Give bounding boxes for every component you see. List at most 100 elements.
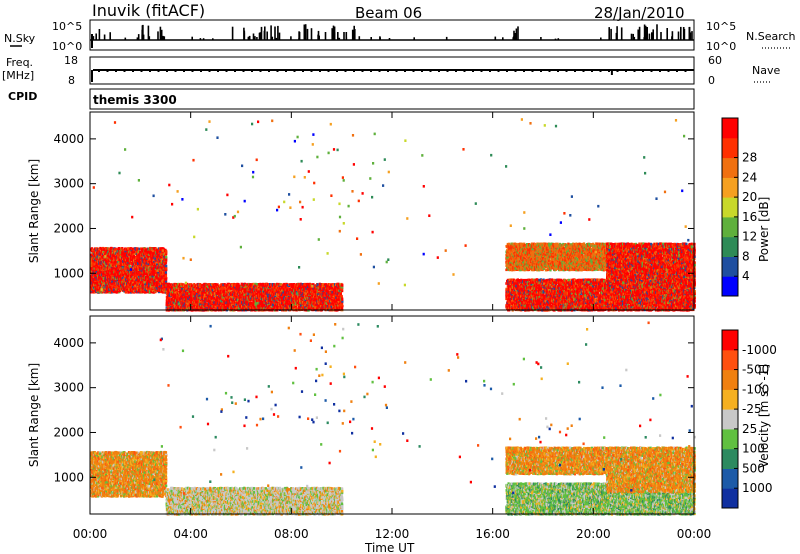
heatmap-cell <box>183 306 186 309</box>
nsky-bar <box>370 37 372 40</box>
freq-marker <box>463 69 466 72</box>
nsky-bar <box>632 33 634 40</box>
freq-marker <box>123 69 126 72</box>
nsky-bar <box>671 31 674 40</box>
heatmap-cell <box>179 295 182 299</box>
freq-marker <box>667 69 670 72</box>
nsky-bar <box>160 29 163 40</box>
heatmap-cell <box>148 255 151 259</box>
nsky-bar <box>333 26 336 40</box>
nsky-bar <box>648 33 651 40</box>
heatmap-cell <box>125 258 128 261</box>
nsky-bar <box>162 35 164 40</box>
freq-marker <box>438 69 440 72</box>
nave-label: Nave <box>752 64 780 77</box>
heatmap-cell <box>90 253 94 257</box>
nsky-tick-lo: 10^0 <box>52 40 82 53</box>
nsky-bar <box>651 32 653 40</box>
heatmap-cell <box>174 293 177 296</box>
cpid-label: CPID <box>8 90 37 103</box>
heatmap-cell <box>133 278 136 281</box>
nsky-bar <box>388 38 391 40</box>
heatmap-cell <box>121 284 124 288</box>
freq-marker <box>659 69 661 72</box>
heatmap-cell <box>102 246 105 250</box>
heatmap-cell <box>155 276 158 279</box>
freq-marker <box>166 69 168 72</box>
heatmap-cell <box>160 288 163 291</box>
heatmap-cell <box>152 280 156 284</box>
nave-tick-hi: 60 <box>708 54 722 67</box>
heatmap-cell <box>165 255 168 259</box>
heatmap-cell <box>148 257 152 260</box>
heatmap-cell <box>147 286 150 289</box>
heatmap-cell <box>186 290 189 294</box>
freq-marker <box>404 69 406 72</box>
heatmap-cell <box>134 247 137 250</box>
freq-marker <box>616 69 619 72</box>
heatmap-cell <box>100 247 103 250</box>
nsky-bar <box>136 37 139 40</box>
nsky-bar <box>191 36 193 40</box>
heatmap-cell <box>165 252 168 256</box>
heatmap-cell <box>112 287 115 290</box>
nsky-bar <box>275 37 278 40</box>
freq-marker <box>251 69 253 72</box>
freq-marker <box>421 69 423 72</box>
freq-marker <box>523 69 525 72</box>
power-heatmap-cells <box>90 118 696 312</box>
freq-marker <box>336 69 338 72</box>
nsky-bar <box>608 27 610 40</box>
heatmap-cell <box>176 285 179 289</box>
freq-marker <box>540 69 542 72</box>
heatmap-cell <box>106 252 109 256</box>
nsky-bar <box>643 24 646 40</box>
heatmap-cell <box>154 257 157 260</box>
heatmap-cell <box>128 289 131 293</box>
beam-title: Beam 06 <box>355 4 422 22</box>
heatmap-cell <box>125 280 128 284</box>
heatmap-cell <box>120 263 123 267</box>
heatmap-cell <box>173 298 176 302</box>
freq-marker <box>574 69 576 72</box>
heatmap-cell <box>146 274 150 278</box>
heatmap-cell <box>129 262 133 265</box>
heatmap-cell <box>113 288 116 291</box>
nsky-bar <box>277 25 279 40</box>
heatmap-cell <box>175 302 178 305</box>
heatmap-cell <box>174 287 177 290</box>
heatmap-cell <box>158 260 161 263</box>
heatmap-cell <box>108 291 111 294</box>
heatmap-cell <box>146 272 149 275</box>
freq-marker <box>582 69 585 72</box>
heatmap-cell <box>127 247 130 250</box>
nsky-bar <box>243 27 245 40</box>
heatmap-cell <box>111 270 115 274</box>
nsky-bar <box>517 26 519 40</box>
freq-marker <box>225 69 228 72</box>
nsky-label: N.Sky <box>4 32 36 45</box>
heatmap-cell <box>164 271 167 274</box>
nsky-bar <box>274 26 276 40</box>
freq-marker <box>642 69 644 72</box>
freq-marker <box>412 69 415 72</box>
heatmap-cell <box>120 271 123 274</box>
nsky-bar <box>141 29 143 40</box>
freq-marker <box>242 69 245 72</box>
nsky-bar <box>688 26 691 40</box>
nsearch-tick-hi: 10^5 <box>706 20 736 33</box>
heatmap-cell <box>92 262 95 265</box>
nsky-bar <box>298 31 300 40</box>
freq-marker <box>514 69 517 72</box>
heatmap-cell <box>142 256 145 259</box>
heatmap-cell <box>180 306 183 309</box>
heatmap-cell <box>91 268 94 271</box>
heatmap-cell <box>119 254 122 258</box>
heatmap-cell <box>121 273 124 277</box>
heatmap-cell <box>174 289 177 292</box>
heatmap-cell <box>180 289 183 293</box>
heatmap-cell <box>187 302 190 306</box>
heatmap-cell <box>110 270 113 274</box>
nsky-bar <box>615 32 618 40</box>
